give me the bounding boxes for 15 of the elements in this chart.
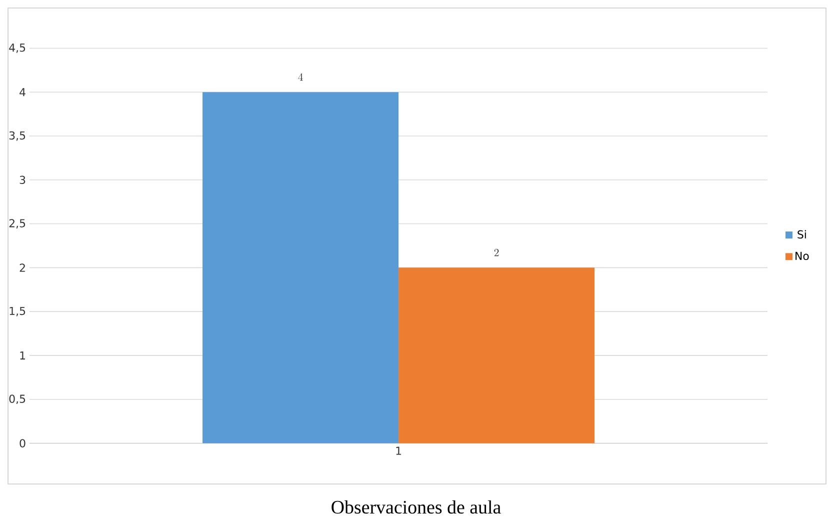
y-tick-label: 4,5	[9, 44, 26, 53]
y-tick-label: 0	[20, 439, 26, 448]
y-tick-label: 2,5	[9, 219, 26, 228]
data-label: 4	[298, 73, 303, 81]
legend-label: No	[796, 252, 809, 260]
y-tick-label: 4	[20, 88, 26, 96]
y-tick-label: 0,5	[9, 394, 26, 404]
y-tick-label: 2	[20, 264, 25, 272]
y-tick-label: 1,5	[10, 306, 26, 316]
y-tick-label: 1	[20, 351, 25, 360]
text: Observaciones de aula	[332, 500, 501, 514]
y-tick-label: 3	[20, 176, 26, 184]
legend-label: Si	[798, 230, 806, 239]
y-tick-label: 3,5	[9, 131, 26, 141]
data-label: 2	[494, 248, 499, 256]
